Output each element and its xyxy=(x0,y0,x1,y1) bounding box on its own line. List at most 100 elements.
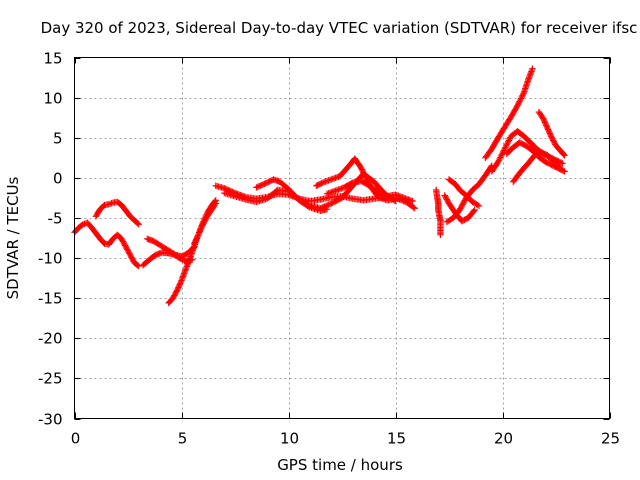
data-point xyxy=(305,203,312,210)
data-point xyxy=(211,201,219,208)
data-point xyxy=(560,151,567,158)
data-point xyxy=(547,133,555,140)
data-point xyxy=(502,142,510,150)
data-point xyxy=(543,122,550,129)
data-point xyxy=(376,189,384,197)
x-axis-label: GPS time / hours xyxy=(277,456,403,474)
data-point xyxy=(198,223,205,231)
data-point xyxy=(134,220,141,227)
data-point xyxy=(514,102,521,109)
data-point xyxy=(505,137,513,144)
series-trace-20 xyxy=(535,108,568,159)
data-point xyxy=(503,141,510,148)
data-point xyxy=(409,197,416,205)
data-point xyxy=(519,92,526,99)
data-point xyxy=(547,131,554,139)
data-point xyxy=(543,123,551,130)
data-point xyxy=(191,240,198,247)
data-point xyxy=(199,222,206,229)
y-tick-label: -10 xyxy=(38,250,63,268)
data-point xyxy=(517,95,525,102)
data-point xyxy=(175,284,182,291)
x-tick-label: 10 xyxy=(280,430,299,448)
data-point xyxy=(359,167,366,175)
data-point xyxy=(475,202,483,210)
y-axis-tick-labels: -30 -25 -20 -15 -10 -5 0 5 10 15 xyxy=(38,50,63,429)
data-point xyxy=(191,239,199,246)
data-point xyxy=(544,126,552,133)
data-point xyxy=(544,124,551,132)
data-point xyxy=(498,151,505,158)
data-point xyxy=(505,138,512,146)
data-point xyxy=(541,118,548,125)
data-point xyxy=(437,231,444,238)
data-point xyxy=(379,191,386,198)
series-trace-12 xyxy=(432,186,444,238)
x-tick-label: 0 xyxy=(71,430,81,448)
data-points xyxy=(71,65,568,307)
data-point xyxy=(470,207,477,215)
data-point xyxy=(380,191,388,199)
data-point xyxy=(177,278,185,286)
data-point xyxy=(174,286,181,294)
series-trace-1 xyxy=(71,219,142,270)
series-trace-19 xyxy=(510,148,564,186)
data-point xyxy=(518,93,525,101)
x-tick-label: 15 xyxy=(387,430,406,448)
series-trace-2 xyxy=(92,198,142,228)
data-point xyxy=(175,282,183,290)
data-point xyxy=(361,171,368,179)
x-tick-label: 20 xyxy=(494,430,513,448)
data-point xyxy=(557,159,565,166)
data-point xyxy=(556,163,563,171)
data-point xyxy=(561,168,568,175)
y-tick-label: -15 xyxy=(38,290,63,308)
data-point xyxy=(358,165,365,172)
data-point xyxy=(497,154,504,161)
data-point xyxy=(410,204,417,211)
data-point xyxy=(194,232,202,239)
data-point xyxy=(501,145,508,153)
data-point xyxy=(195,230,202,238)
series-trace-6 xyxy=(191,200,219,247)
data-point xyxy=(360,169,367,176)
data-point xyxy=(135,221,142,228)
data-point xyxy=(561,152,568,159)
data-point xyxy=(557,165,564,172)
data-point xyxy=(358,166,366,173)
data-point xyxy=(500,148,507,156)
data-point xyxy=(542,120,549,128)
series-trace-16 xyxy=(482,65,536,161)
y-tick-label: -20 xyxy=(38,330,63,348)
x-axis-tick-labels: 0 5 10 15 20 25 xyxy=(71,430,620,448)
data-point xyxy=(193,234,200,242)
y-tick-label: -25 xyxy=(38,370,63,388)
data-point xyxy=(194,233,201,240)
data-point xyxy=(192,237,199,245)
data-point xyxy=(323,205,331,213)
data-point xyxy=(375,189,382,196)
data-point xyxy=(196,228,204,235)
data-point xyxy=(502,144,509,151)
data-point xyxy=(196,229,203,236)
data-point xyxy=(471,206,478,214)
data-point xyxy=(212,200,219,207)
plot-frame xyxy=(74,57,610,419)
data-point xyxy=(500,147,508,154)
data-point xyxy=(134,262,141,269)
y-tick-label: 5 xyxy=(53,130,63,148)
data-point xyxy=(177,280,184,287)
data-point xyxy=(545,127,552,135)
data-point xyxy=(541,119,549,126)
data-point xyxy=(539,115,547,122)
series-trace-9 xyxy=(253,176,331,214)
data-point xyxy=(378,190,385,197)
data-point xyxy=(496,155,503,163)
axis-ticks xyxy=(74,57,611,420)
series-trace-11 xyxy=(323,177,416,205)
data-point xyxy=(506,135,513,143)
data-point xyxy=(174,285,182,292)
data-point xyxy=(495,157,503,164)
data-point xyxy=(514,101,522,108)
